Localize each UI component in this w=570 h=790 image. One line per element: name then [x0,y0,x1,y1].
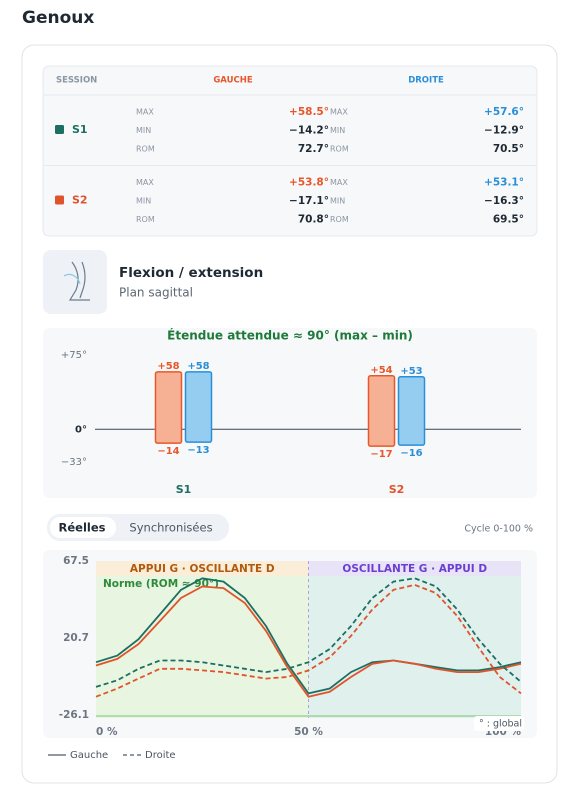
metric-label: ROM [136,145,155,154]
annotation: Norme (ROM ≈ 90°) [103,578,219,590]
table-header: SESSION [56,76,97,86]
section-title: Flexion / extension [119,265,263,281]
x-tick-label: S2 [389,483,405,496]
tab[interactable]: Réelles [59,521,106,535]
metric-left: 70.8° [298,214,329,226]
metric-left: +58.5° [289,106,329,118]
bar [367,375,396,447]
bar [154,371,183,444]
x-tick-label: 0 % [96,726,118,738]
y-tick-label: 20.7 [63,632,89,644]
table-header: GAUCHE [213,76,253,86]
metric-label: ROM [136,215,155,224]
metric-right: +57.6° [484,106,524,118]
metric-label: MIN [136,197,151,206]
metric-label: MIN [330,197,345,206]
metric-label: MAX [330,108,348,117]
metric-label: ROM [330,215,349,224]
icon-box [43,250,107,314]
session-label: S1 [72,123,88,136]
metric-left: −14.2° [289,125,329,137]
bar [184,371,213,443]
phase-head [308,561,521,576]
phase-band [308,561,521,718]
section-subtitle: Plan sagittal [119,286,193,300]
legend-label: Droite [145,750,176,761]
note: ° : global [479,719,522,730]
bar-max-label: +58 [187,361,209,372]
bar-min-label: −16 [400,448,422,459]
bar-max-label: +58 [157,361,179,372]
y-tick-label: -26.1 [59,709,89,721]
tab-active [50,517,116,538]
bar [397,376,426,446]
tab[interactable]: Synchronisées [129,521,212,535]
phase-label: APPUI G · OSCILLANTE D [130,563,275,575]
phase-head [96,561,309,576]
series-line [95,577,522,688]
y-tick-label: 67.5 [63,555,89,567]
legend-label: Gauche [70,750,108,761]
bar-min-label: −13 [187,445,209,456]
y-tick-label: −33° [61,457,87,468]
metric-label: ROM [330,145,349,154]
metric-label: MIN [136,126,151,135]
session-label: S2 [72,194,88,207]
metric-right: +53.1° [484,177,524,189]
y-tick-label: +75° [61,350,87,361]
metric-label: MIN [330,126,345,135]
chart-title: Étendue attendue ≈ 90° (max – min) [167,328,413,343]
metric-left: +53.8° [289,177,329,189]
metric-right: −16.3° [484,195,524,207]
note-box [474,716,524,731]
y-tick-label: 0° [75,424,87,435]
bar-max-label: +53 [400,366,422,377]
series-line [95,583,522,698]
metric-label: MAX [136,108,154,117]
x-tick-label: S1 [176,483,192,496]
page-title: Genoux [22,8,94,28]
metric-right: 69.5° [493,214,524,226]
table-header: DROITE [408,76,444,86]
metric-label: MAX [330,178,348,187]
series-line [95,577,522,695]
session-swatch [55,195,64,205]
session-swatch [55,125,64,134]
cycle-note: Cycle 0-100 % [464,524,533,535]
bar-max-label: +54 [370,365,392,376]
bar-min-label: −17 [370,449,392,460]
metric-left: −17.1° [289,195,329,207]
leg-icon [63,261,90,301]
metric-left: 72.7° [298,143,329,155]
metric-right: −12.9° [484,125,524,137]
series-line [95,585,522,698]
metric-right: 70.5° [493,143,524,155]
metric-label: MAX [136,178,154,187]
x-tick-label: 50 % [294,726,323,738]
bar-panel [43,328,537,498]
phase-label: OSCILLANTE G · APPUI D [342,563,487,575]
table-box [42,65,538,237]
bar-min-label: −14 [157,446,179,457]
